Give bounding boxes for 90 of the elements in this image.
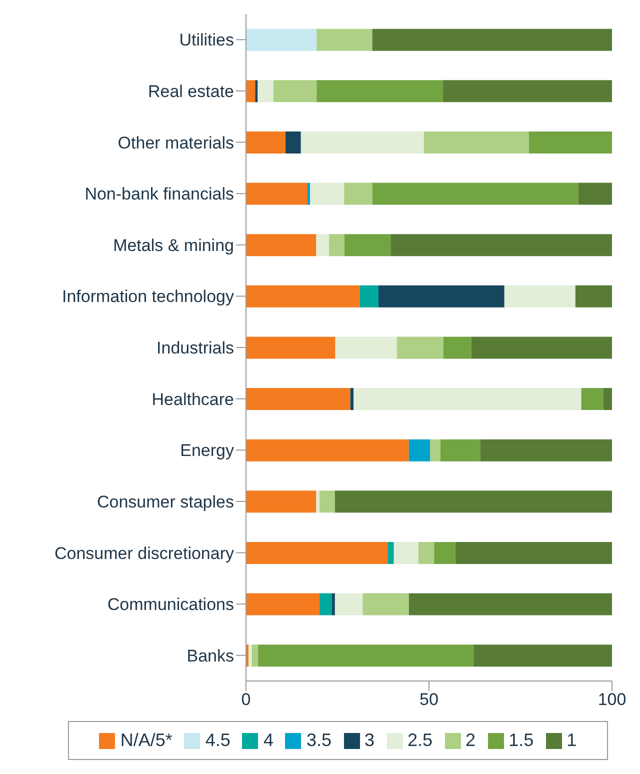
bar bbox=[335, 336, 397, 359]
bar bbox=[578, 182, 612, 205]
x-tick-label: 50 bbox=[420, 690, 438, 710]
bar bbox=[442, 80, 612, 102]
bar bbox=[246, 285, 360, 308]
bar bbox=[334, 490, 612, 513]
bar bbox=[360, 285, 378, 308]
bar bbox=[354, 388, 582, 410]
bar bbox=[581, 388, 604, 410]
bar bbox=[362, 593, 409, 616]
bar bbox=[316, 80, 443, 102]
bar bbox=[344, 182, 372, 205]
bar bbox=[394, 542, 418, 564]
bar bbox=[246, 388, 350, 410]
bar bbox=[316, 490, 320, 513]
bar bbox=[248, 644, 252, 667]
y-tick-label: Metals & mining bbox=[113, 236, 234, 255]
y-tick-label: Healthcare bbox=[152, 390, 234, 409]
bar bbox=[575, 285, 612, 308]
legend-label: N/A/5* bbox=[119, 730, 172, 751]
bar bbox=[480, 439, 612, 462]
bar bbox=[246, 593, 320, 616]
legend-label: 4.5 bbox=[204, 730, 230, 751]
legend-label: 4 bbox=[262, 730, 274, 751]
y-tick-label: Real estate bbox=[148, 82, 234, 101]
bar bbox=[246, 182, 308, 205]
bar bbox=[603, 388, 612, 410]
bar bbox=[246, 234, 316, 256]
bar bbox=[528, 131, 612, 154]
bar bbox=[246, 28, 317, 51]
bar bbox=[334, 593, 363, 616]
legend-label: 1 bbox=[566, 730, 577, 751]
bar bbox=[258, 80, 274, 102]
bar bbox=[273, 80, 317, 102]
bar bbox=[455, 542, 612, 564]
bar bbox=[434, 542, 456, 564]
bar bbox=[252, 644, 258, 667]
bar bbox=[246, 542, 388, 564]
legend-label: 2 bbox=[464, 730, 476, 751]
bar bbox=[246, 336, 336, 359]
y-tick-label: Energy bbox=[180, 441, 234, 460]
bar bbox=[246, 439, 409, 462]
bar bbox=[430, 439, 440, 462]
bar bbox=[390, 234, 612, 256]
bar bbox=[255, 80, 258, 102]
legend-label: 2.5 bbox=[406, 730, 433, 751]
legend-label: 3.5 bbox=[305, 730, 332, 751]
bar bbox=[443, 336, 472, 359]
y-tick-label: Industrials bbox=[156, 338, 234, 358]
y-tick-label: Consumer discretionary bbox=[54, 544, 234, 563]
legend-label: 3 bbox=[364, 730, 375, 751]
y-tick-label: Banks bbox=[186, 646, 234, 666]
bar bbox=[246, 131, 286, 154]
y-tick-label: Other materials bbox=[118, 133, 234, 152]
bar bbox=[372, 28, 612, 51]
bar bbox=[258, 644, 474, 667]
bar bbox=[246, 490, 316, 513]
bar bbox=[329, 234, 344, 256]
bar bbox=[372, 182, 578, 205]
bar bbox=[396, 336, 444, 359]
bar bbox=[378, 285, 504, 308]
x-tick-label: 0 bbox=[241, 690, 251, 710]
bar bbox=[246, 80, 256, 102]
bar bbox=[307, 182, 310, 205]
x-tick-label: 100 bbox=[598, 690, 626, 710]
bar bbox=[418, 542, 434, 564]
y-tick-label: Information technology bbox=[62, 287, 234, 306]
bar bbox=[350, 388, 354, 410]
bar bbox=[344, 234, 391, 256]
bar bbox=[316, 28, 372, 51]
legend-label: 1.5 bbox=[508, 730, 534, 751]
y-tick-label: Consumer staples bbox=[96, 492, 234, 512]
bar bbox=[310, 182, 344, 205]
bar bbox=[424, 131, 529, 154]
bar bbox=[408, 439, 430, 462]
bar bbox=[471, 336, 612, 359]
bar bbox=[408, 593, 612, 616]
bar bbox=[300, 131, 424, 154]
y-tick-label: Communications bbox=[107, 595, 234, 614]
bar bbox=[504, 285, 576, 308]
bar bbox=[320, 593, 332, 616]
y-tick-label: Utilities bbox=[179, 30, 234, 50]
bar bbox=[332, 593, 335, 616]
y-tick-label: Non-bank financials bbox=[84, 184, 234, 204]
bar bbox=[474, 644, 612, 667]
bar bbox=[316, 234, 330, 256]
bar bbox=[440, 439, 480, 462]
bar bbox=[388, 542, 394, 564]
bar bbox=[286, 131, 301, 154]
bar bbox=[320, 490, 335, 513]
